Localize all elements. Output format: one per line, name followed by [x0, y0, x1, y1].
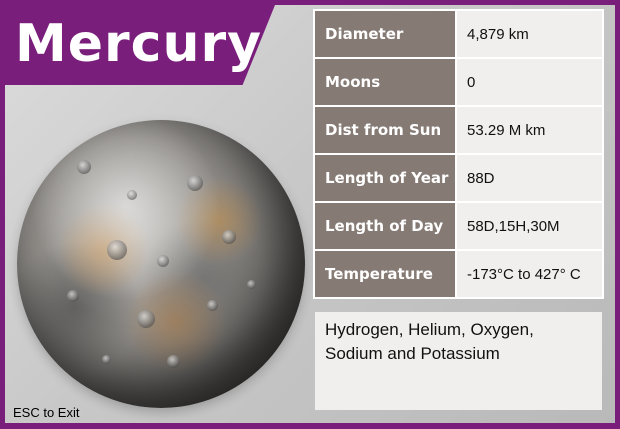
table-row: Dist from Sun 53.29 M km: [313, 105, 604, 155]
planet-title: Mercury: [15, 14, 263, 74]
crater: [77, 160, 91, 174]
title-banner: [5, 5, 275, 85]
fact-label-year: Length of Year: [313, 153, 457, 203]
fact-value-moons: 0: [455, 57, 604, 107]
fact-label-moons: Moons: [313, 57, 457, 107]
fact-label-temperature: Temperature: [313, 249, 457, 299]
crater: [157, 255, 169, 267]
composition-text: Hydrogen, Helium, Oxygen, Sodium and Pot…: [315, 312, 602, 410]
fact-label-day: Length of Day: [313, 201, 457, 251]
planet-image: [9, 114, 313, 418]
crater: [167, 355, 180, 368]
table-row: Diameter 4,879 km: [313, 9, 604, 59]
crater: [187, 175, 203, 191]
facts-table: Diameter 4,879 km Moons 0 Dist from Sun …: [313, 9, 604, 299]
table-row: Temperature -173°C to 427° C: [313, 249, 604, 299]
fact-value-year: 88D: [455, 153, 604, 203]
crater: [107, 240, 127, 260]
crater: [67, 290, 79, 302]
esc-hint: ESC to Exit: [13, 405, 80, 420]
fact-value-distance: 53.29 M km: [455, 105, 604, 155]
fact-value-diameter: 4,879 km: [455, 9, 604, 59]
table-row: Moons 0: [313, 57, 604, 107]
table-row: Length of Day 58D,15H,30M: [313, 201, 604, 251]
fact-value-temperature: -173°C to 427° C: [455, 249, 604, 299]
fact-label-distance: Dist from Sun: [313, 105, 457, 155]
crater: [102, 355, 111, 364]
crater: [222, 230, 236, 244]
crater: [207, 300, 218, 311]
fact-label-diameter: Diameter: [313, 9, 457, 59]
table-row: Length of Year 88D: [313, 153, 604, 203]
crater: [127, 190, 137, 200]
mercury-planet-icon: [17, 120, 305, 408]
crater: [247, 280, 256, 289]
fact-value-day: 58D,15H,30M: [455, 201, 604, 251]
crater: [137, 310, 155, 328]
